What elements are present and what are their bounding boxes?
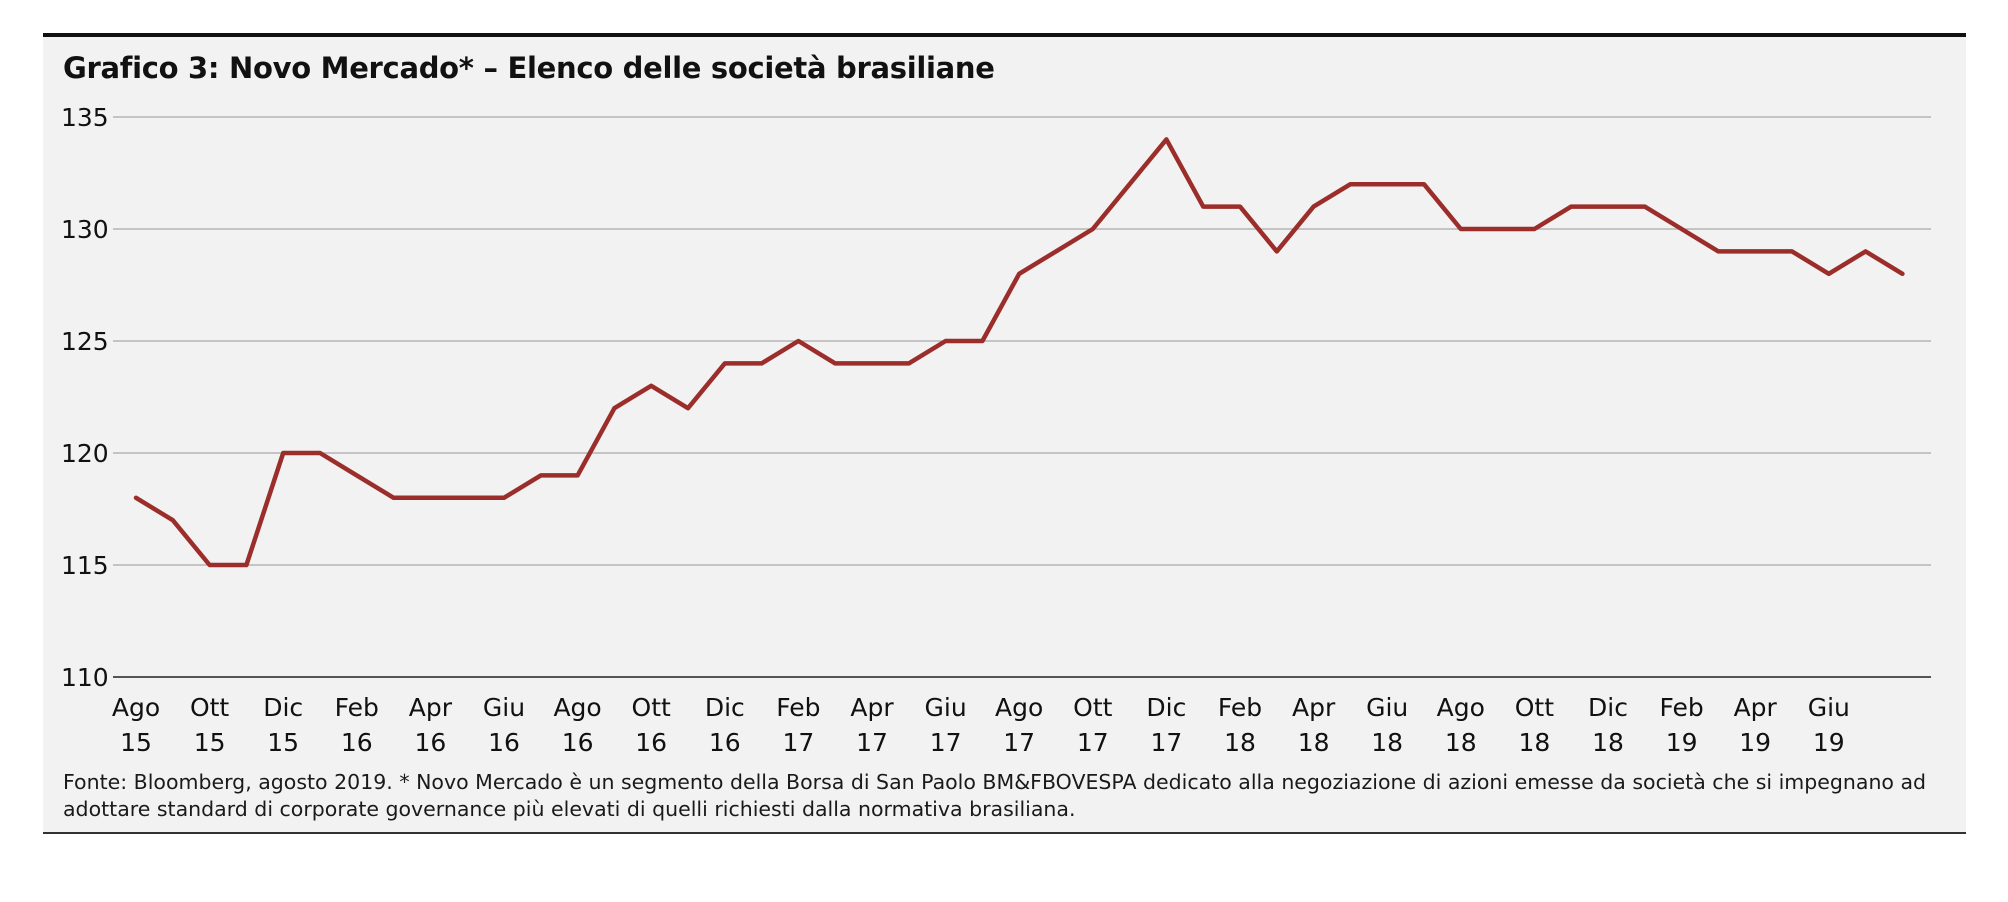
- x-tick-label: Dic 16: [705, 693, 745, 757]
- x-tick-label: Apr 16: [409, 693, 453, 757]
- x-tick-label: Apr 17: [850, 693, 894, 757]
- chart-panel: Grafico 3: Novo Mercado* – Elenco delle …: [43, 33, 1966, 834]
- x-tick-label: Dic 18: [1588, 693, 1628, 757]
- y-tick-label: 135: [61, 103, 109, 132]
- source-note: Fonte: Bloomberg, agosto 2019. * Novo Me…: [63, 769, 1943, 823]
- x-tick-label: Ott 15: [190, 693, 229, 757]
- x-tick-label: Ott 16: [632, 693, 671, 757]
- x-tick-label: Feb 17: [776, 693, 820, 757]
- source-line-2: adottare standard di corporate governanc…: [63, 797, 1076, 821]
- y-tick-label: 110: [61, 663, 109, 692]
- y-tick-label: 120: [61, 439, 109, 468]
- x-tick-label: Giu 16: [483, 693, 525, 757]
- x-tick-label: Feb 18: [1218, 693, 1262, 757]
- x-tick-label: Feb 19: [1659, 693, 1703, 757]
- source-line-1: Fonte: Bloomberg, agosto 2019. * Novo Me…: [63, 770, 1927, 794]
- y-tick-label: 130: [61, 215, 109, 244]
- x-tick-label: Giu 17: [925, 693, 967, 757]
- x-tick-label: Ago 18: [1437, 693, 1485, 757]
- x-tick-label: Giu 19: [1808, 693, 1850, 757]
- line-chart: 110 115 120 125 130 135 Ago 15 Ott 15 Dic 15 Feb 16 Ap…: [61, 103, 1931, 757]
- chart-title: Grafico 3: Novo Mercado* – Elenco delle …: [63, 51, 995, 85]
- x-tick-label: Ott 17: [1073, 693, 1112, 757]
- y-tick-label: 115: [61, 551, 109, 580]
- x-tick-label: Ago 15: [112, 693, 160, 757]
- y-tick-label: 125: [61, 327, 109, 356]
- x-tick-label: Ott 18: [1515, 693, 1554, 757]
- x-tick-label: Ago 17: [995, 693, 1043, 757]
- x-tick-label: Feb 16: [335, 693, 379, 757]
- x-tick-label: Dic 15: [263, 693, 303, 757]
- series-line: [133, 137, 1905, 568]
- x-tick-label: Apr 19: [1734, 693, 1778, 757]
- x-tick-label: Apr 18: [1292, 693, 1336, 757]
- x-tick-label: Giu 18: [1366, 693, 1408, 757]
- x-tick-label: Dic 17: [1146, 693, 1186, 757]
- x-tick-label: Ago 16: [553, 693, 601, 757]
